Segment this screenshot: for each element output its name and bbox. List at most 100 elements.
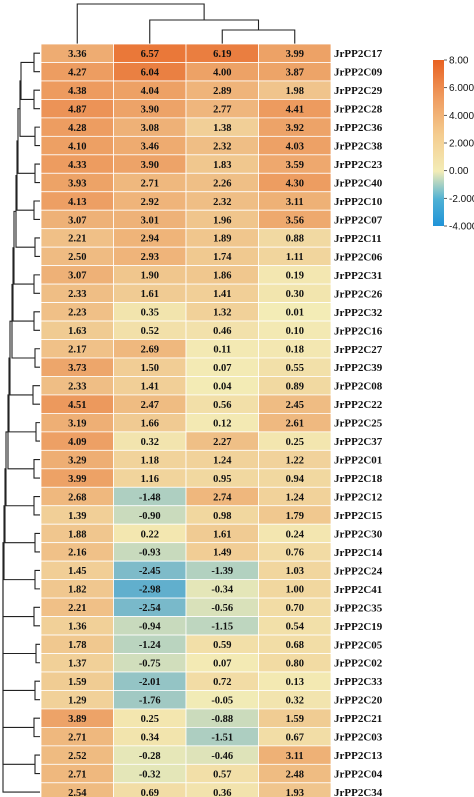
cell-value-label: 0.07 [213,659,231,670]
row-label: JrPP2C13 [334,750,383,762]
cell-value-label: 1.66 [141,418,159,429]
cell-value-label: 1.63 [68,326,86,337]
row-label: JrPP2C02 [334,658,383,670]
dendrogram-branch [33,274,40,294]
dendrogram-branch [34,348,40,368]
row-label: JrPP2C08 [334,381,383,393]
dendrogram-branch [33,311,40,331]
cell-value-label: 6.57 [141,49,159,60]
row-label: JrPP2C03 [334,732,383,744]
cell-value-label: 3.73 [68,363,86,374]
cell-value-label: 2.26 [213,178,231,189]
cell-value-label: 0.80 [286,659,304,670]
cell-value-label: -1.51 [211,732,233,743]
cell-value-label: 1.36 [68,622,86,633]
dendrogram-branch [33,459,40,479]
cell-value-label: 2.21 [68,234,86,245]
dendrogram-branch [33,717,40,738]
row-label: JrPP2C09 [334,67,383,79]
cell-value-label: 1.59 [286,714,304,725]
cell-value-label: 1.78 [68,640,86,651]
cell-value-label: 1.50 [141,363,159,374]
dendrogram-branch [15,175,35,248]
row-label: JrPP2C16 [334,325,383,337]
cell-value-label: 1.90 [141,271,159,282]
cell-value-label: -0.90 [139,511,161,522]
cell-value-label: 0.24 [286,529,305,540]
row-label: JrPP2C35 [334,602,383,614]
cell-value-label: -2.98 [139,585,161,596]
row-label: JrPP2C07 [334,214,383,226]
cell-value-label: 4.41 [286,104,304,115]
cell-value-label: 3.99 [68,474,86,485]
cell-value-label: 0.22 [141,529,159,540]
dendrogram-branch [34,532,40,553]
cell-value-label: 4.10 [68,141,86,152]
cell-value-label: 2.47 [141,400,159,411]
dendrogram-branch [32,385,40,405]
dendrogram-branch [221,29,296,44]
cell-value-label: 3.01 [141,215,159,226]
row-label: JrPP2C24 [334,565,383,577]
cell-value-label: 0.67 [286,732,304,743]
cell-value-label: 4.04 [141,86,160,97]
cell-value-label: 1.88 [68,529,86,540]
dendrogram-branch [13,210,34,285]
cell-value-label: 2.48 [286,769,304,780]
dendrogram-branch [33,495,40,516]
cell-value-label: 3.07 [68,271,86,282]
cell-value-label: 6.04 [141,68,160,79]
cell-value-label: 3.29 [68,455,86,466]
cell-value-label: 0.68 [286,640,304,651]
cell-value-label: 0.88 [286,234,304,245]
cell-value-label: 2.32 [213,197,231,208]
column-dendrogram [76,3,296,44]
cell-value-label: 4.27 [68,68,86,79]
cell-value-label: 0.25 [286,437,304,448]
row-label: JrPP2C41 [334,584,382,596]
cell-value-label: 3.46 [141,141,159,152]
row-label: JrPP2C36 [334,122,383,134]
row-label: JrPP2C17 [334,48,383,60]
heatmap-cells: 3.36 6.57 6.19 3.99 4.27 6.04 4.00 3.87 4.38 4.04… [40,43,332,797]
cell-value-label: 2.89 [213,86,231,97]
cell-value-label: 1.24 [213,455,232,466]
cell-value-label: 0.70 [286,603,304,614]
cell-value-label: 3.07 [68,215,86,226]
cell-value-label: 0.12 [213,418,231,429]
dendrogram-branch [35,422,40,442]
cell-value-label: 1.11 [286,252,304,263]
dendrogram-branch [33,52,40,73]
cell-value-label: 4.33 [68,160,86,171]
cell-value-label: 2.68 [68,492,86,503]
row-label: JrPP2C11 [334,233,382,245]
cell-value-label: 0.57 [213,769,231,780]
cell-value-label: 0.13 [286,677,304,688]
cell-value-label: 0.94 [286,474,305,485]
cell-value-label: 1.24 [286,492,305,503]
dendrogram-branch [34,569,40,590]
cell-value-label: 1.03 [286,566,304,577]
cell-value-label: 2.61 [286,418,304,429]
cell-value-label: 2.74 [213,492,232,503]
cell-value-label: 2.71 [68,769,86,780]
cell-value-label: 1.45 [68,566,86,577]
cell-value-label: 1.79 [286,511,304,522]
cell-value-label: 3.90 [141,160,159,171]
cell-value-label: 1.82 [68,585,86,596]
dendrogram-branch [76,3,205,44]
cell-value-label: 0.59 [213,640,231,651]
cell-value-label: 0.30 [286,289,304,300]
dendrogram-branch [33,89,40,110]
row-label: JrPP2C33 [334,676,383,688]
cell-value-label: 2.33 [68,381,86,392]
colorbar-tick-label: -2.000 [449,194,474,205]
cell-value-label: 1.38 [213,123,231,134]
cell-value-label: 2.94 [141,234,160,245]
cell-value-label: 0.76 [286,548,304,559]
cell-value-label: 3.99 [286,49,304,60]
dendrogram-branch [34,163,40,184]
dendrogram-branch [34,237,40,257]
cell-value-label: 0.72 [213,677,231,688]
cell-value-label: 0.35 [141,308,159,319]
